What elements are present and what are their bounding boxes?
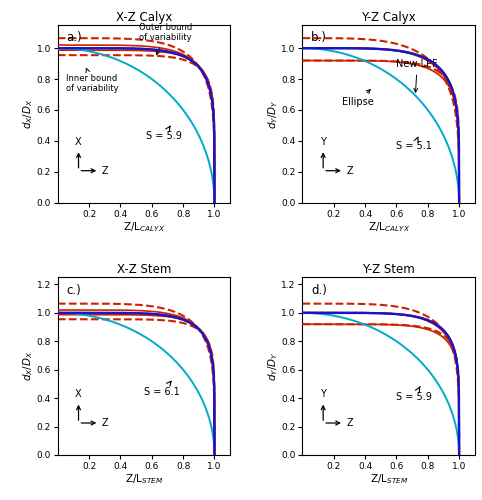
Text: Y: Y <box>320 136 326 146</box>
Text: Z: Z <box>347 418 353 428</box>
Text: Z: Z <box>102 166 108 175</box>
Text: Inner bound
of variability: Inner bound of variability <box>66 68 118 94</box>
X-axis label: Z/L$_{CALYX}$: Z/L$_{CALYX}$ <box>123 220 165 234</box>
Text: X: X <box>75 136 82 146</box>
X-axis label: Z/L$_{STEM}$: Z/L$_{STEM}$ <box>370 472 408 486</box>
Text: c.): c.) <box>67 284 81 296</box>
Title: Y-Z Calyx: Y-Z Calyx <box>361 11 416 24</box>
Text: Z: Z <box>102 418 108 428</box>
Text: Outer bound
of variability: Outer bound of variability <box>139 23 192 54</box>
Text: b.): b.) <box>311 31 327 44</box>
Title: X-Z Stem: X-Z Stem <box>117 263 171 276</box>
Y-axis label: $d_X/D_X$: $d_X/D_X$ <box>21 351 35 382</box>
Text: Ellipse: Ellipse <box>342 90 374 108</box>
X-axis label: Z/L$_{STEM}$: Z/L$_{STEM}$ <box>125 472 163 486</box>
X-axis label: Z/L$_{CALYX}$: Z/L$_{CALYX}$ <box>368 220 410 234</box>
Text: Z: Z <box>347 166 353 175</box>
Text: Y: Y <box>320 389 326 399</box>
Y-axis label: $d_Y/D_Y$: $d_Y/D_Y$ <box>266 99 280 128</box>
Y-axis label: $d_X/D_X$: $d_X/D_X$ <box>21 98 35 129</box>
Text: d.): d.) <box>311 284 327 296</box>
Text: S = 5.9: S = 5.9 <box>146 126 181 142</box>
Text: S = 6.1: S = 6.1 <box>144 382 180 398</box>
Text: X: X <box>75 389 82 399</box>
Text: a.): a.) <box>67 31 82 44</box>
Title: Y-Z Stem: Y-Z Stem <box>362 263 415 276</box>
Text: New LPF: New LPF <box>397 60 438 92</box>
Text: S = 5.9: S = 5.9 <box>397 386 432 402</box>
Text: S = 5.1: S = 5.1 <box>397 138 432 150</box>
Y-axis label: $d_Y/D_Y$: $d_Y/D_Y$ <box>266 352 280 381</box>
Title: X-Z Calyx: X-Z Calyx <box>116 11 172 24</box>
